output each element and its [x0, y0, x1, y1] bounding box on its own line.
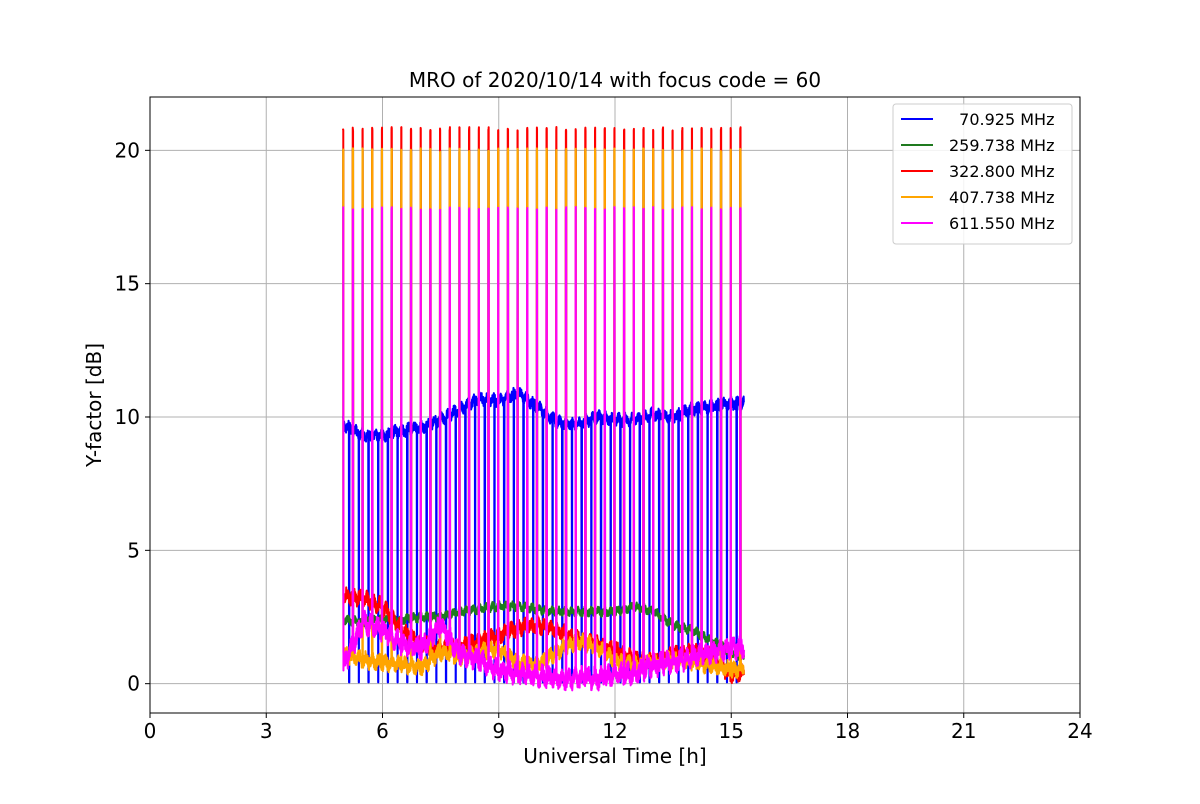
x-tick-label: 15 [719, 719, 744, 743]
x-tick-label: 12 [602, 719, 627, 743]
plot-area [341, 126, 745, 692]
ticks: 0 3 6 9 12 15 18 21 24 0 5 10 15 20 [115, 138, 1093, 743]
y-tick-label: 20 [115, 138, 140, 162]
x-tick-label: 0 [144, 719, 157, 743]
y-tick-label: 5 [127, 538, 140, 562]
x-tick-label: 9 [492, 719, 505, 743]
x-axis-label: Universal Time [h] [523, 744, 706, 768]
x-tick-label: 18 [835, 719, 860, 743]
y-tick-label: 0 [127, 672, 140, 696]
y-tick-label: 10 [115, 405, 140, 429]
legend-label: 259.738 MHz [949, 136, 1054, 155]
x-tick-label: 3 [260, 719, 273, 743]
x-tick-label: 6 [376, 719, 389, 743]
y-axis-label: Y-factor [dB] [82, 343, 106, 468]
legend-label: 322.800 MHz [949, 162, 1054, 181]
legend-label: 407.738 MHz [949, 188, 1054, 207]
legend: 70.925 MHz 259.738 MHz 322.800 MHz 407.738 … [892, 103, 1073, 245]
series-line [342, 206, 745, 692]
legend-label: 611.550 MHz [949, 214, 1054, 233]
legend-box [892, 103, 1073, 245]
x-tick-label: 24 [1067, 719, 1092, 743]
y-tick-label: 15 [115, 272, 140, 296]
chart-title: MRO of 2020/10/14 with focus code = 60 [409, 68, 821, 92]
x-tick-label: 21 [951, 719, 976, 743]
legend-label: 70.925 MHz [949, 110, 1054, 129]
